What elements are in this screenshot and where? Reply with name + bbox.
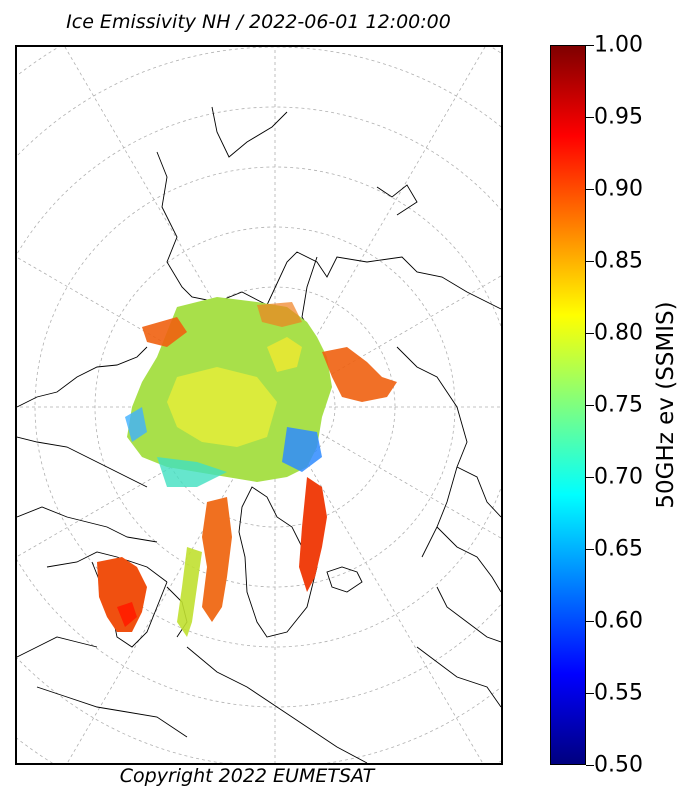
colorbar (550, 45, 586, 765)
colorbar-tick (586, 405, 594, 406)
coastlines (17, 106, 501, 763)
colorbar-tick (586, 189, 594, 190)
colorbar-tick-label: 0.70 (594, 464, 643, 490)
colorbar-tick-label: 0.90 (594, 176, 643, 202)
colorbar-tick (586, 333, 594, 334)
colorbar-label: 50GHz ev (SSMIS) (653, 301, 679, 509)
colorbar-tick (586, 45, 594, 46)
colorbar-tick-label: 0.95 (594, 104, 643, 130)
colorbar-tick-label: 0.60 (594, 608, 643, 634)
colorbar-tick (586, 621, 594, 622)
colorbar-tick (586, 477, 594, 478)
polar-map (17, 47, 501, 763)
colorbar-tick-label: 0.80 (594, 320, 643, 346)
colorbar-tick (586, 765, 594, 766)
colorbar-tick-label: 0.85 (594, 248, 643, 274)
chart-title: Ice Emissivity NH / 2022-06-01 12:00:00 (66, 11, 451, 33)
map-panel (15, 45, 503, 765)
colorbar-tick (586, 693, 594, 694)
colorbar-tick (586, 117, 594, 118)
sea-ice-field (97, 297, 397, 637)
meridians (17, 47, 501, 763)
colorbar-tick-label: 1.00 (594, 32, 643, 58)
colorbar-tick (586, 549, 594, 550)
colorbar-tick-label: 0.55 (594, 680, 643, 706)
copyright-notice: Copyright 2022 EUMETSAT (119, 765, 375, 787)
colorbar-tick-label: 0.65 (594, 536, 643, 562)
colorbar-tick-label: 0.50 (594, 752, 643, 778)
colorbar-tick-label: 0.75 (594, 392, 643, 418)
colorbar-tick (586, 261, 594, 262)
